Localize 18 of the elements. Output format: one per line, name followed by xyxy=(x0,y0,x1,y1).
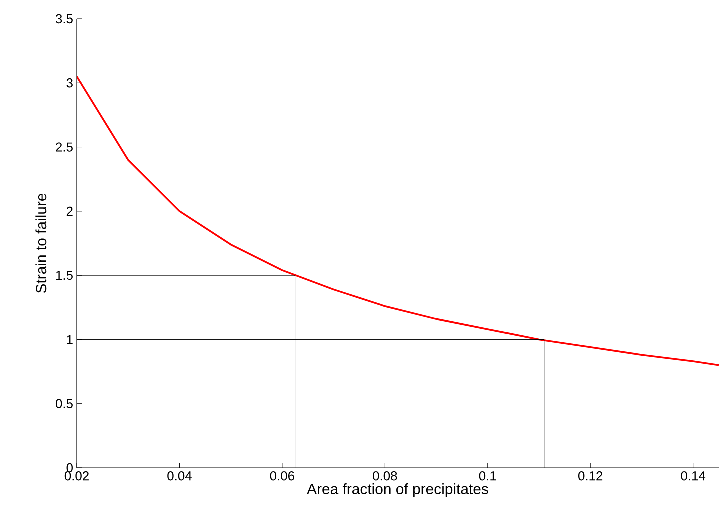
line-series xyxy=(77,76,719,366)
y-tick-label: 2.5 xyxy=(56,142,73,152)
y-tick-label: 0 xyxy=(66,463,73,473)
x-tick-label: 0.04 xyxy=(168,472,192,481)
y-tick-label: 3.5 xyxy=(56,14,73,24)
x-tick-label: 0.14 xyxy=(681,472,706,481)
y-tick-label: 3 xyxy=(66,78,73,88)
y-tick-label: 1.5 xyxy=(56,271,73,280)
x-tick-label: 0.08 xyxy=(373,472,398,481)
y-tick-label: 2 xyxy=(66,206,73,216)
x-tick-label: 0.12 xyxy=(578,472,603,481)
x-tick-label: 0.02 xyxy=(64,472,89,481)
y-axis-title: Strain to failure xyxy=(36,194,47,294)
y-tick-label: 1 xyxy=(67,335,73,344)
y-tick-label: 0.5 xyxy=(56,399,73,408)
x-axis-title: Area fraction of precipitates xyxy=(307,484,488,498)
x-tick-label: 0.1 xyxy=(479,472,496,481)
x-tick-label: 0.06 xyxy=(270,472,294,481)
